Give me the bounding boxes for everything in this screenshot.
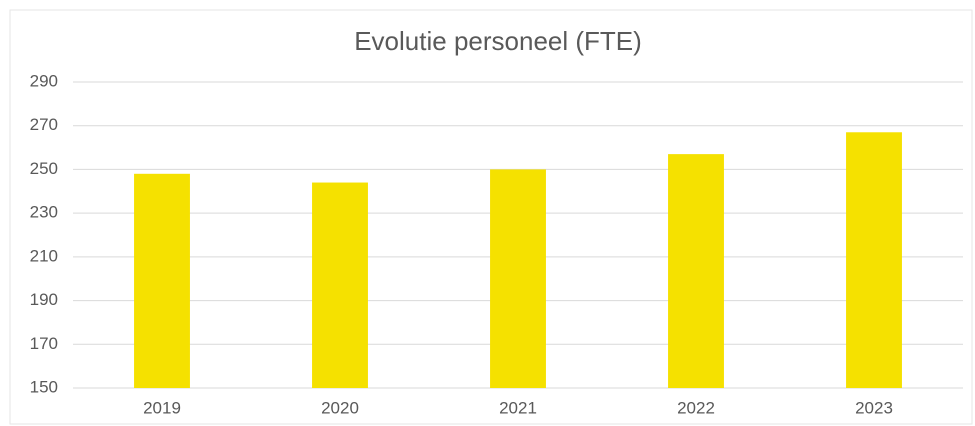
bar: [312, 182, 368, 388]
bar: [490, 169, 546, 388]
x-tick-label: 2019: [143, 398, 181, 417]
bar: [134, 173, 190, 388]
y-tick-label: 290: [30, 71, 58, 90]
y-tick-label: 150: [30, 377, 58, 396]
chart-frame: [9, 9, 973, 425]
y-tick-label: 250: [30, 159, 58, 178]
bar: [846, 132, 902, 388]
y-tick-label: 230: [30, 203, 58, 222]
y-tick-label: 170: [30, 334, 58, 353]
x-tick-label: 2021: [499, 398, 537, 417]
x-tick-label: 2023: [855, 398, 893, 417]
chart-title: Evolutie personeel (FTE): [354, 26, 642, 56]
y-tick-label: 210: [30, 246, 58, 265]
x-tick-label: 2022: [677, 398, 715, 417]
bar: [668, 154, 724, 388]
y-tick-label: 190: [30, 290, 58, 309]
y-tick-label: 270: [30, 115, 58, 134]
x-tick-label: 2020: [321, 398, 359, 417]
